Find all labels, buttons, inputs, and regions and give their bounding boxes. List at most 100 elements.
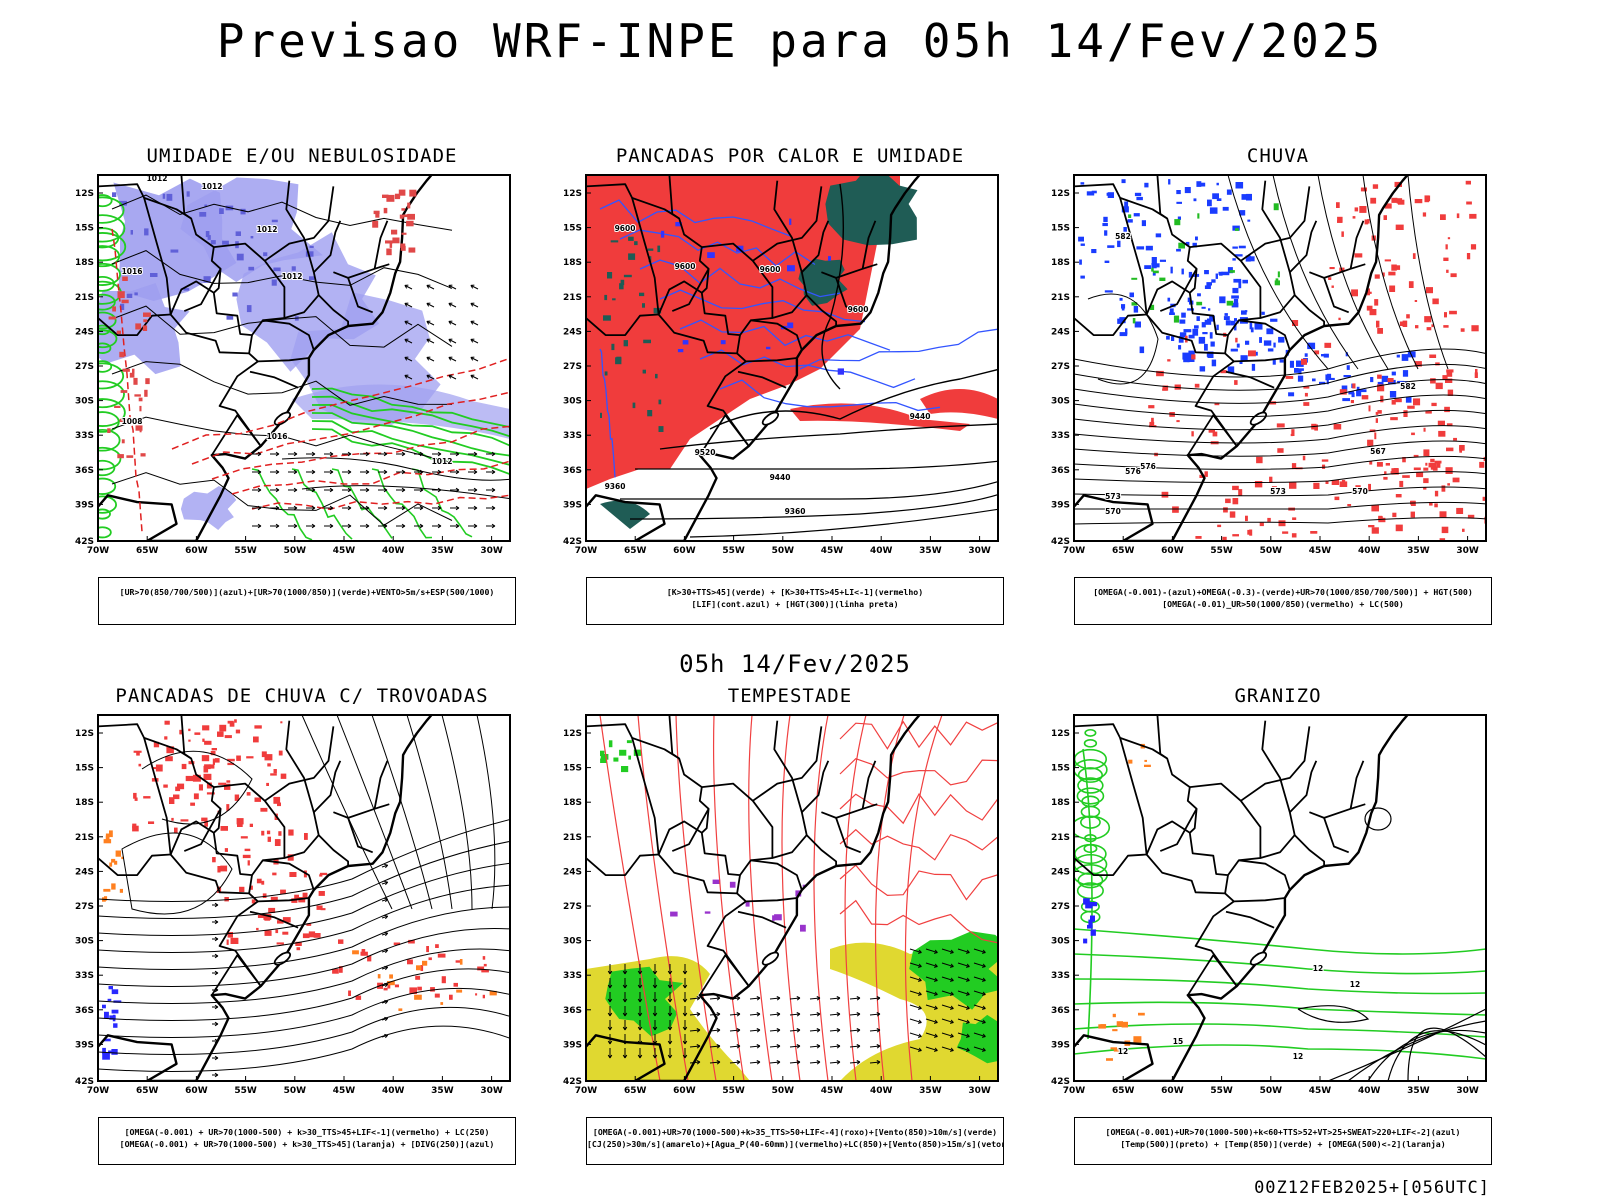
storm-area (313, 933, 321, 938)
storm-area (217, 866, 221, 873)
wind-arrow (342, 451, 352, 457)
rain-area (1423, 467, 1429, 471)
wind-vector (957, 1018, 970, 1024)
wind-vector (667, 1020, 673, 1031)
thickness-marker (375, 211, 380, 218)
lat-label: 36S (75, 466, 94, 476)
streamline-arrow (212, 1038, 219, 1044)
temp500-contour (1364, 807, 1392, 831)
state-border (183, 268, 222, 312)
wind-arrow (448, 374, 457, 380)
omega-area (1233, 298, 1239, 306)
rain-area (1447, 483, 1450, 486)
omega-area (1212, 193, 1219, 200)
thickness-contour (191, 391, 510, 465)
rain-area (1191, 431, 1194, 437)
state-border (1074, 723, 1238, 987)
omega-area (1288, 392, 1295, 397)
wind-arrow (470, 302, 479, 308)
omega-area (1201, 322, 1206, 328)
humidity-low-contour (98, 311, 117, 330)
temp850-contour (1074, 953, 1486, 975)
wind-arrow (404, 374, 413, 380)
omega-area (1106, 1058, 1113, 1061)
omega-area (1263, 340, 1272, 346)
panel-legend: [OMEGA(-0.001)+UR>70(1000-500)+k>35_TTS>… (586, 1117, 1004, 1165)
wind-arrow (450, 523, 460, 529)
omega-area (1307, 342, 1316, 350)
temp850-contour (1076, 787, 1105, 805)
storm-area (204, 820, 208, 827)
divergence-area (102, 1047, 106, 1054)
lon-label: 45W (821, 546, 844, 556)
omega-area (1187, 308, 1194, 311)
streamline-arrow (381, 999, 389, 1005)
temp500-contour (1387, 1030, 1486, 1081)
humidity-low-contour (98, 293, 116, 311)
rain-area (1424, 195, 1429, 203)
omega-area (1348, 391, 1355, 395)
lon-label: 55W (722, 546, 745, 556)
instability-area (105, 835, 109, 842)
instability-area (459, 959, 463, 965)
coastline (586, 175, 922, 541)
state-border (752, 726, 823, 802)
instability-area (121, 856, 124, 860)
panel-tempestade: TEMPESTADE 12S 15S 18S 21S 24S 27S 30S 33S 36S 39… (540, 685, 1040, 1185)
storm-area (280, 773, 287, 779)
wind-strong-area (619, 749, 627, 756)
omega-area (1266, 328, 1274, 335)
thickness-marker (389, 241, 393, 248)
main-title: Previsao WRF-INPE para 05h 14/Fev/2025 (216, 14, 1384, 68)
storm-area (316, 905, 323, 910)
geopotential-contour (1074, 517, 1486, 525)
humidity-low-contour (98, 196, 125, 224)
moist-area (658, 426, 664, 432)
omega-area (1102, 223, 1108, 227)
storm-area (132, 823, 137, 829)
omega-area (1171, 336, 1175, 341)
wind-arrow (470, 356, 479, 362)
lat-label: 18S (1051, 258, 1070, 268)
omega-area (1188, 334, 1195, 339)
rain-area (1291, 463, 1297, 470)
thickness-marker (138, 397, 143, 402)
rain-area (1310, 531, 1318, 534)
lat-label: 15S (75, 224, 94, 234)
lif-contour (679, 319, 891, 351)
rain-area (1304, 392, 1308, 397)
severe-area (800, 924, 806, 932)
lat-label: 27S (1051, 362, 1070, 372)
rain-area (1445, 467, 1453, 474)
streamline (98, 819, 510, 902)
moist-area (642, 369, 646, 374)
rain-area (1380, 395, 1384, 403)
precipitable-water-contour (839, 720, 998, 750)
lif-marker (828, 256, 831, 261)
omega-area (1241, 310, 1247, 315)
wind-vector (607, 1034, 613, 1045)
temp850-contour (1074, 758, 1108, 781)
rain-area (1395, 494, 1402, 498)
lat-label: 18S (75, 798, 94, 808)
contour-label: 1012 (202, 182, 223, 191)
omega-area (1204, 343, 1208, 351)
streamline-arrow (381, 914, 389, 920)
storm-area (270, 896, 278, 901)
storm-area (270, 773, 277, 776)
storm-area (318, 891, 325, 896)
wind-arrow (486, 523, 496, 529)
humidity-core (246, 305, 252, 313)
storm-area (278, 750, 283, 756)
rain-area (1424, 316, 1432, 323)
wind-arrow (448, 356, 457, 362)
omega-area (1124, 201, 1129, 208)
storm-area (132, 825, 139, 832)
thickness-marker (386, 248, 392, 256)
wind-arrow (426, 374, 435, 380)
isobar (301, 485, 510, 500)
wind-arrow (432, 487, 442, 493)
rain-area (1271, 486, 1277, 490)
thickness-marker (139, 405, 142, 412)
